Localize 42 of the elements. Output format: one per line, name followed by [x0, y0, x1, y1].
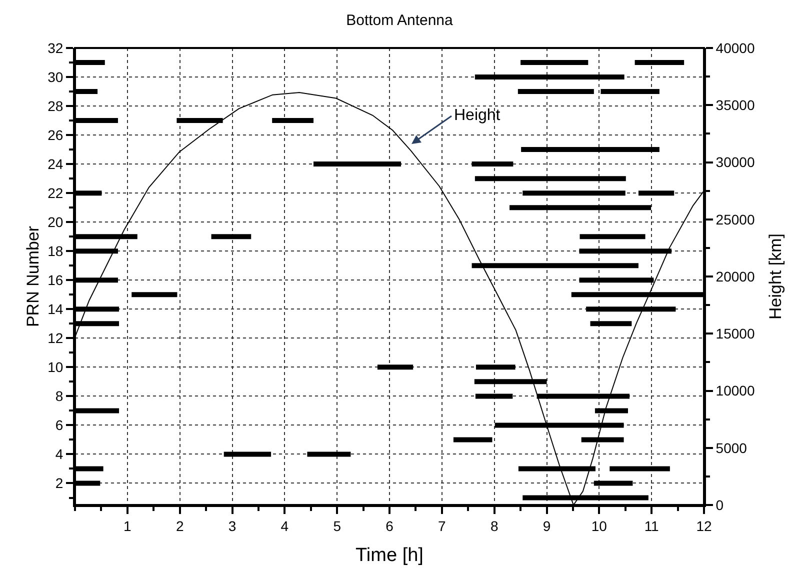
x-tick-label: 9 — [542, 518, 551, 534]
y-tick-label: 16 — [48, 272, 64, 288]
y-tick-label: 28 — [48, 98, 64, 114]
y-tick-label: 24 — [48, 156, 64, 172]
x-tick-label: 5 — [333, 518, 342, 534]
y-tick-label: 6 — [55, 417, 64, 434]
x-tick-label: 3 — [228, 518, 236, 534]
x-tick-label: 7 — [438, 518, 446, 534]
x-tick-label: 2 — [176, 518, 184, 534]
y-tick-label: 30 — [48, 68, 64, 85]
y-tick-label: 8 — [55, 388, 64, 404]
y2-tick-label: 25000 — [716, 211, 755, 228]
y-tick-label: 10 — [48, 359, 64, 376]
y-axis-title: PRN Number — [24, 226, 43, 328]
x-tick-label: 8 — [490, 518, 498, 534]
y-tick-label: 12 — [48, 330, 64, 346]
annotation: Height — [454, 107, 501, 124]
y2-tick-label: 20000 — [716, 268, 755, 284]
y2-tick-label: 40000 — [716, 40, 755, 56]
y-tick-label: 22 — [48, 184, 64, 201]
y2-axis-title: Height [km] — [766, 234, 785, 320]
y2-tick-label: 15000 — [716, 326, 755, 342]
y-tick-label: 32 — [48, 40, 64, 56]
y-tick-label: 2 — [55, 475, 64, 492]
x-tick-label: 4 — [280, 518, 289, 534]
y-tick-label: 20 — [48, 214, 64, 230]
x-tick-label: 12 — [696, 518, 712, 534]
y2-tick-label: 0 — [716, 496, 724, 513]
y2-tick-label: 10000 — [716, 382, 755, 399]
x-axis-title: Time [h] — [356, 545, 424, 566]
x-tick-label: 6 — [386, 518, 394, 534]
x-tick-label: 10 — [591, 518, 608, 534]
y-tick-label: 4 — [55, 446, 64, 462]
y2-tick-label: 30000 — [716, 154, 755, 170]
y2-tick-label: 5000 — [716, 440, 748, 456]
chart-title: Bottom Antenna — [346, 12, 454, 30]
y-tick-label: 18 — [48, 243, 64, 260]
y-tick-label: 26 — [48, 126, 64, 143]
y-tick-label: 14 — [48, 301, 64, 318]
x-tick-label: 1 — [124, 518, 132, 534]
y2-tick-label: 35000 — [716, 97, 755, 114]
x-tick-label: 11 — [644, 518, 660, 534]
